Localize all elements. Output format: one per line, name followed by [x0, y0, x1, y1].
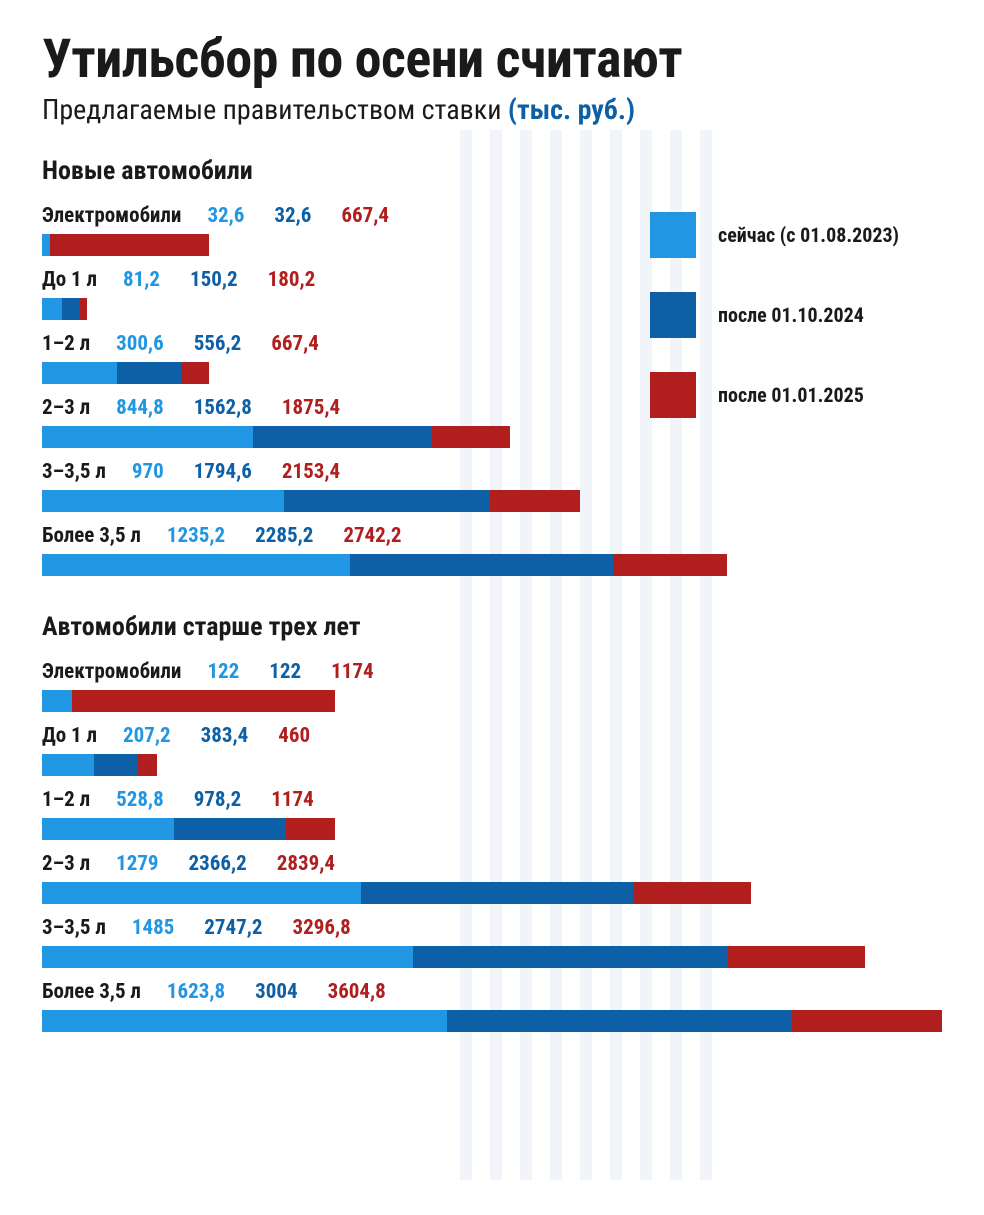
row-label: Электромобили	[42, 204, 181, 228]
row-value: 3004	[255, 980, 297, 1004]
row-label: 3–3,5 л	[42, 916, 106, 940]
bar-segment	[42, 234, 50, 256]
row-header: Более 3,5 л 1623,8 3004 3604,8	[42, 980, 942, 1006]
chart-row: Более 3,5 л 1235,2 2285,2 2742,2	[42, 524, 942, 576]
bar-segment	[42, 234, 209, 256]
bar-segment	[42, 946, 413, 968]
row-label: Электромобили	[42, 660, 181, 684]
row-value: 556,2	[194, 332, 242, 356]
chart-row: 1–2 л 528,8 978,2 1174	[42, 788, 942, 840]
row-value: 667,4	[271, 332, 319, 356]
row-value: 2153,4	[282, 460, 340, 484]
row-value: 2747,2	[204, 916, 262, 940]
row-value: 460	[278, 724, 310, 748]
row-value: 207,2	[123, 724, 171, 748]
bar-track	[42, 946, 942, 968]
bar-segment	[42, 426, 253, 448]
bar-track	[42, 426, 942, 448]
row-value: 300,6	[116, 332, 164, 356]
row-value: 150,2	[190, 268, 238, 292]
bar-track	[42, 362, 942, 384]
subtitle-unit: (тыс. руб.)	[508, 93, 635, 126]
row-value: 1235,2	[167, 524, 225, 548]
row-value: 1485	[132, 916, 174, 940]
row-header: До 1 л 207,2 383,4 460	[42, 724, 942, 750]
chart-section: Автомобили старше трех лет Электромобили 1…	[42, 612, 942, 1032]
row-value: 970	[132, 460, 164, 484]
chart-row: 2–3 л 1279 2366,2 2839,4	[42, 852, 942, 904]
chart-subtitle: Предлагаемые правительством ставки (тыс.…	[42, 93, 942, 126]
bar-track	[42, 882, 942, 904]
row-value: 978,2	[194, 788, 242, 812]
row-value: 1174	[271, 788, 313, 812]
bar-segment	[42, 882, 361, 904]
row-value: 1623,8	[167, 980, 225, 1004]
row-value: 667,4	[341, 204, 389, 228]
row-value: 1279	[116, 852, 158, 876]
chart-row: Более 3,5 л 1623,8 3004 3604,8	[42, 980, 942, 1032]
row-header: Электромобили 122 122 1174	[42, 660, 942, 686]
row-header: 3–3,5 л 1485 2747,2 3296,8	[42, 916, 942, 942]
bar-track	[42, 490, 942, 512]
bar-segment	[42, 1010, 447, 1032]
row-header: 3–3,5 л 970 1794,6 2153,4	[42, 460, 942, 486]
chart-title: Утильсбор по осени считают	[42, 28, 942, 91]
row-value: 528,8	[116, 788, 164, 812]
row-label: 1–2 л	[42, 332, 90, 356]
chart-row: 3–3,5 л 1485 2747,2 3296,8	[42, 916, 942, 968]
bar-track	[42, 818, 942, 840]
bar-segment	[42, 690, 72, 712]
bar-track	[42, 234, 942, 256]
row-label: 2–3 л	[42, 852, 90, 876]
row-value: 32,6	[274, 204, 311, 228]
row-value: 2839,4	[277, 852, 335, 876]
row-value: 32,6	[207, 204, 244, 228]
row-header: 1–2 л 528,8 978,2 1174	[42, 788, 942, 814]
row-label: Более 3,5 л	[42, 524, 141, 548]
row-label: До 1 л	[42, 268, 97, 292]
row-value: 1794,6	[194, 460, 252, 484]
chart-container: Утильсбор по осени считают Предлагаемые …	[0, 0, 984, 1064]
row-label: Более 3,5 л	[42, 980, 141, 1004]
chart-row: До 1 л 207,2 383,4 460	[42, 724, 942, 776]
section-title: Новые автомобили	[42, 156, 942, 186]
section-title: Автомобили старше трех лет	[42, 612, 942, 642]
row-label: 2–3 л	[42, 396, 90, 420]
bar-track	[42, 554, 942, 576]
row-value: 383,4	[201, 724, 249, 748]
row-label: 3–3,5 л	[42, 460, 106, 484]
row-value: 1875,4	[282, 396, 340, 420]
row-value: 122	[207, 660, 239, 684]
row-label: До 1 л	[42, 724, 97, 748]
row-value: 844,8	[116, 396, 164, 420]
row-value: 2285,2	[255, 524, 313, 548]
row-value: 81,2	[123, 268, 160, 292]
bar-segment	[42, 690, 335, 712]
bar-segment	[42, 490, 284, 512]
bar-segment	[42, 818, 174, 840]
row-value: 1562,8	[194, 396, 252, 420]
row-value: 180,2	[268, 268, 316, 292]
row-value: 2366,2	[189, 852, 247, 876]
bar-track	[42, 298, 942, 320]
row-header: 2–3 л 1279 2366,2 2839,4	[42, 852, 942, 878]
bar-track	[42, 1010, 942, 1032]
row-value: 1174	[331, 660, 373, 684]
row-value: 122	[269, 660, 301, 684]
bar-track	[42, 690, 942, 712]
bar-segment	[42, 362, 117, 384]
bar-segment	[42, 754, 94, 776]
chart-row: Электромобили 122 122 1174	[42, 660, 942, 712]
row-value: 2742,2	[343, 524, 401, 548]
row-header: Более 3,5 л 1235,2 2285,2 2742,2	[42, 524, 942, 550]
legend-label: после 01.01.2025	[718, 383, 864, 407]
chart-row: 3–3,5 л 970 1794,6 2153,4	[42, 460, 942, 512]
subtitle-text: Предлагаемые правительством ставки	[42, 93, 508, 126]
bar-segment	[42, 298, 62, 320]
bar-track	[42, 754, 942, 776]
row-label: 1–2 л	[42, 788, 90, 812]
row-value: 3296,8	[293, 916, 351, 940]
row-value: 3604,8	[328, 980, 386, 1004]
bar-segment	[42, 554, 350, 576]
